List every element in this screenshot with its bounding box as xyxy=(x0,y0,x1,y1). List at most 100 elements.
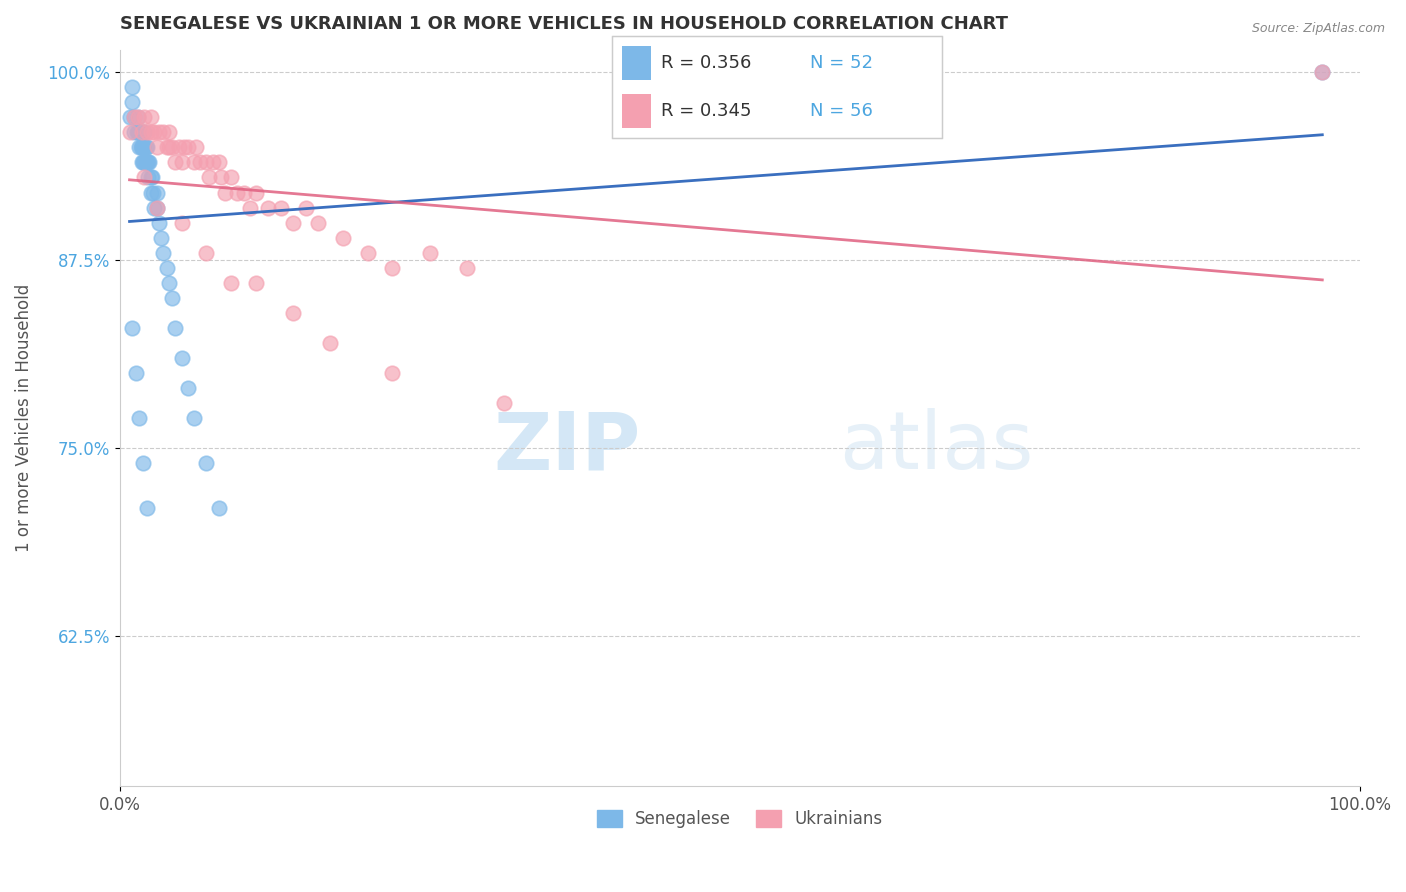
Point xyxy=(332,230,354,244)
Point xyxy=(245,186,267,200)
Point xyxy=(157,140,180,154)
Point xyxy=(135,500,157,515)
Point xyxy=(131,125,153,139)
Point xyxy=(1310,65,1333,79)
Point xyxy=(128,410,150,425)
Point xyxy=(492,396,515,410)
Point xyxy=(148,216,170,230)
Point xyxy=(132,456,155,470)
Point xyxy=(135,155,157,169)
Point xyxy=(208,155,231,169)
Point xyxy=(283,216,305,230)
Point xyxy=(134,170,156,185)
Point xyxy=(177,140,200,154)
Point xyxy=(177,381,200,395)
Point xyxy=(146,140,169,154)
Point xyxy=(134,140,156,154)
Point xyxy=(165,320,187,334)
Point xyxy=(219,170,242,185)
Point xyxy=(170,155,193,169)
Point xyxy=(239,201,262,215)
Point xyxy=(127,111,149,125)
Point xyxy=(208,500,231,515)
Point xyxy=(283,306,305,320)
Point xyxy=(139,111,162,125)
Point xyxy=(226,186,249,200)
Point xyxy=(149,230,172,244)
Point xyxy=(157,276,180,290)
Point xyxy=(170,351,193,365)
Point xyxy=(188,155,211,169)
Point xyxy=(160,291,183,305)
Point xyxy=(183,155,205,169)
Point xyxy=(1310,65,1333,79)
Point xyxy=(294,201,316,215)
Point xyxy=(170,216,193,230)
Point xyxy=(135,140,157,154)
Point xyxy=(138,155,160,169)
Point xyxy=(134,155,156,169)
Point xyxy=(214,186,236,200)
Point xyxy=(134,125,156,139)
Point xyxy=(195,245,218,260)
Point xyxy=(209,170,232,185)
Point xyxy=(129,125,152,139)
Point xyxy=(136,170,159,185)
Legend: Senegalese, Ukrainians: Senegalese, Ukrainians xyxy=(588,802,891,837)
Point xyxy=(134,111,156,125)
Text: SENEGALESE VS UKRAINIAN 1 OR MORE VEHICLES IN HOUSEHOLD CORRELATION CHART: SENEGALESE VS UKRAINIAN 1 OR MORE VEHICL… xyxy=(120,15,1008,33)
Point xyxy=(195,155,218,169)
Text: atlas: atlas xyxy=(839,409,1033,486)
Text: R = 0.356: R = 0.356 xyxy=(661,54,752,72)
Point xyxy=(131,125,153,139)
Point xyxy=(165,155,187,169)
Point xyxy=(156,140,179,154)
Point xyxy=(127,111,149,125)
Point xyxy=(381,260,404,275)
Point xyxy=(124,125,146,139)
Point xyxy=(167,140,190,154)
Point xyxy=(132,140,155,154)
Point xyxy=(129,140,152,154)
Point xyxy=(121,80,143,95)
Point xyxy=(131,155,153,169)
Point xyxy=(143,201,166,215)
Point xyxy=(307,216,329,230)
Point xyxy=(257,201,280,215)
Point xyxy=(152,245,174,260)
Point xyxy=(419,245,441,260)
Text: Source: ZipAtlas.com: Source: ZipAtlas.com xyxy=(1251,22,1385,36)
Point xyxy=(121,320,143,334)
Point xyxy=(183,410,205,425)
Point xyxy=(135,125,157,139)
FancyBboxPatch shape xyxy=(621,46,651,79)
Point xyxy=(148,125,170,139)
Point xyxy=(132,155,155,169)
Point xyxy=(146,186,169,200)
Point xyxy=(319,335,342,350)
Point xyxy=(139,170,162,185)
Point xyxy=(201,155,224,169)
Point xyxy=(121,95,143,110)
Point xyxy=(139,186,162,200)
Point xyxy=(173,140,195,154)
Point xyxy=(142,186,165,200)
FancyBboxPatch shape xyxy=(621,95,651,128)
Point xyxy=(124,111,146,125)
Point xyxy=(219,276,242,290)
Point xyxy=(125,125,148,139)
Point xyxy=(270,201,292,215)
Text: N = 56: N = 56 xyxy=(810,102,873,120)
Text: R = 0.345: R = 0.345 xyxy=(661,102,752,120)
Point xyxy=(135,155,157,169)
Point xyxy=(124,111,146,125)
Point xyxy=(146,201,169,215)
Text: ZIP: ZIP xyxy=(494,409,640,486)
Point xyxy=(186,140,208,154)
Point xyxy=(356,245,378,260)
Point xyxy=(128,125,150,139)
Point xyxy=(456,260,478,275)
Point xyxy=(143,125,166,139)
Point xyxy=(139,125,162,139)
Point xyxy=(245,276,267,290)
